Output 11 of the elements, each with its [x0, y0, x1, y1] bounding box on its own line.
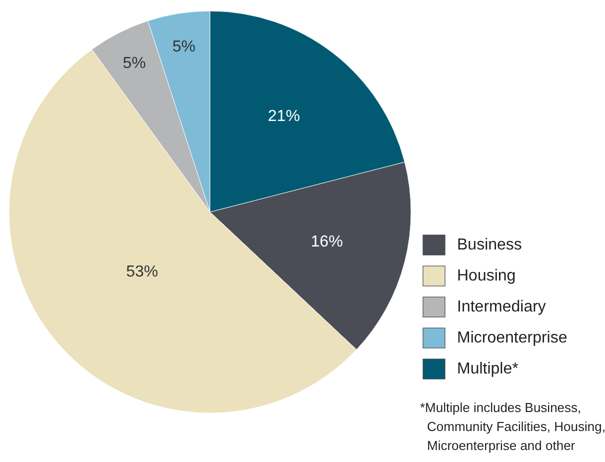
data-label: 5% [122, 54, 146, 72]
text: *Multiple includes Business, Community Facilities, Housing, Microenterprise and other [420, 400, 605, 453]
legend-label: Business [457, 236, 522, 254]
data-label: 53% [126, 263, 158, 280]
legend-label: Intermediary [457, 298, 546, 316]
data-label: 16% [310, 233, 343, 250]
data-label: 5% [172, 38, 196, 56]
data-label: 21% [268, 108, 300, 126]
legend-label: Multiple* [457, 360, 518, 378]
legend-label: Microenterprise [457, 330, 568, 346]
legend-label: Housing [457, 268, 516, 284]
